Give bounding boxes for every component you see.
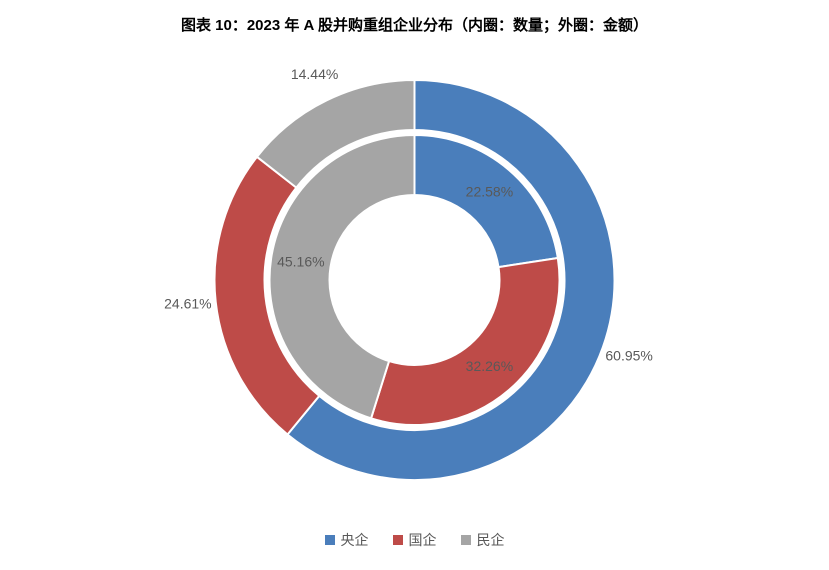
slice-label-国企: 32.26% (466, 358, 513, 374)
slice-label-民企: 45.16% (277, 253, 324, 269)
legend-label-央企: 央企 (341, 530, 369, 550)
slice-label-民企: 14.44% (291, 66, 338, 82)
legend-item-央企: 央企 (325, 530, 369, 550)
donut-chart: 22.58% 32.26% 45.16% 60.95% 24.61% 14.44% (0, 60, 829, 500)
legend-label-国企: 国企 (409, 530, 437, 550)
chart-title: 图表 10：2023 年 A 股并购重组企业分布（内圈：数量；外圈：金额） (0, 14, 829, 35)
legend-swatch-央企 (325, 535, 335, 545)
slice-label-央企: 60.95% (605, 348, 652, 364)
legend-swatch-国企 (393, 535, 403, 545)
legend-item-民企: 民企 (461, 530, 505, 550)
legend-item-国企: 国企 (393, 530, 437, 550)
slice-label-国企: 24.61% (164, 296, 211, 312)
legend-swatch-民企 (461, 535, 471, 545)
legend-label-民企: 民企 (477, 530, 505, 550)
chart-container: 图表 10：2023 年 A 股并购重组企业分布（内圈：数量；外圈：金额） 22… (0, 0, 829, 570)
legend: 央企 国企 民企 (0, 530, 829, 550)
donut-svg: 22.58% 32.26% 45.16% 60.95% 24.61% 14.44% (0, 60, 829, 500)
slice-label-央企: 22.58% (466, 183, 513, 199)
